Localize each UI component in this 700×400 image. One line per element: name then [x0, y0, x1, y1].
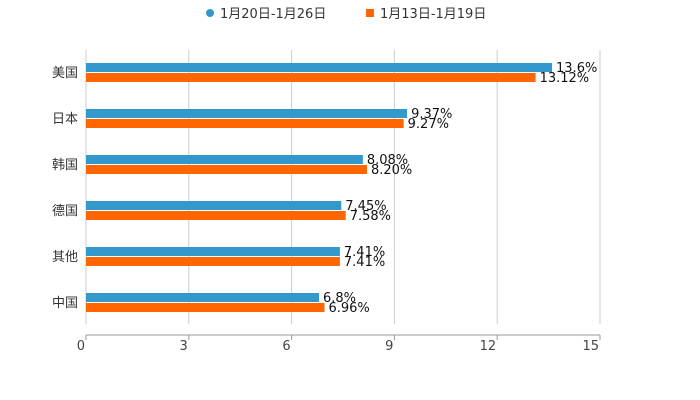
bar [86, 303, 325, 312]
data-label: 7.58% [350, 209, 391, 224]
category-label: 德国 [52, 204, 78, 219]
bar [86, 247, 340, 256]
bar [86, 155, 363, 164]
data-label: 7.41% [344, 245, 385, 260]
data-label: 6.96% [328, 301, 369, 316]
x-tick-label: 3 [180, 339, 188, 354]
bar [86, 201, 342, 210]
bar [86, 109, 408, 118]
x-tick-label: 9 [385, 339, 393, 354]
data-label: 9.27% [408, 117, 449, 132]
data-label: 13.12% [540, 71, 590, 86]
data-label: 7.45% [345, 199, 386, 214]
legend-marker-square-icon [366, 9, 374, 17]
x-tick-label: 15 [582, 339, 599, 354]
category-label: 美国 [52, 66, 78, 81]
legend-marker-circle-icon [206, 9, 214, 17]
category-label: 日本 [52, 112, 78, 127]
data-label: 8.08% [367, 153, 408, 168]
data-label: 13.6% [556, 61, 597, 76]
data-label: 9.37% [411, 107, 452, 122]
data-label: 7.41% [344, 255, 385, 270]
x-tick-label: 0 [77, 339, 85, 354]
category-label: 韩国 [52, 158, 78, 173]
legend-label[interactable]: 1月20日-1月26日 [220, 7, 326, 22]
bar [86, 293, 320, 302]
x-tick-label: 12 [480, 339, 497, 354]
bar [86, 257, 340, 266]
bar [86, 211, 346, 220]
data-label: 8.20% [371, 163, 412, 178]
legend-label[interactable]: 1月13日-1月19日 [380, 7, 486, 22]
bar [86, 63, 553, 72]
bar [86, 119, 404, 128]
category-label: 中国 [52, 296, 78, 311]
category-label: 其他 [52, 250, 78, 265]
bar [86, 165, 367, 174]
data-label: 6.8% [323, 291, 356, 306]
x-tick-label: 6 [282, 339, 290, 354]
bar [86, 73, 536, 82]
